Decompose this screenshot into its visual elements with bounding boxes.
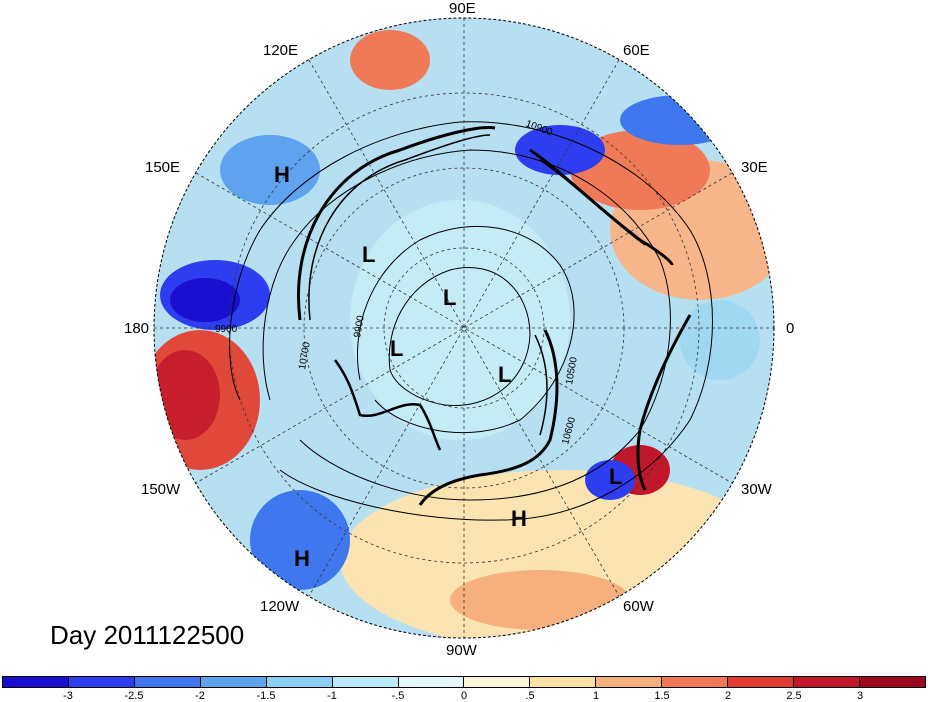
colorbar-tick-label: -2.5 — [124, 690, 144, 702]
colorbar-tick-label: 0 — [460, 690, 468, 702]
colorbar-tick-label: -1.5 — [256, 690, 276, 702]
colorbar-segment — [68, 677, 135, 687]
high-pressure-label: H — [294, 546, 310, 571]
lon-label-60w: 60W — [623, 598, 654, 615]
lon-label-60e: 60E — [623, 42, 650, 59]
colorbar-segment — [662, 677, 729, 687]
colorbar-tick-label: -3 — [63, 690, 73, 702]
lon-label-150w: 150W — [141, 481, 181, 498]
contour-label: 10700 — [297, 341, 313, 371]
date-label: Day 2011122500 — [50, 620, 245, 650]
map-graticule — [154, 18, 774, 638]
low-pressure-label: L — [498, 362, 511, 387]
colorbar-segment — [596, 677, 663, 687]
lon-label-120e: 120E — [263, 42, 299, 59]
high-pressure-label: H — [274, 162, 290, 187]
lon-label-30e: 30E — [741, 159, 768, 176]
colorbar-segment — [266, 677, 333, 687]
lon-label-150e: 150E — [145, 159, 181, 176]
contour-label: 9900 — [215, 324, 238, 335]
colorbar-tick-label: -2 — [195, 690, 205, 702]
lon-label-0: 0 — [786, 320, 795, 337]
colorbar-segment — [200, 677, 267, 687]
colorbar-segment — [464, 677, 531, 687]
colorbar — [2, 676, 926, 688]
colorbar-tick-label: 1.5 — [654, 690, 670, 702]
contour-label: 10500 — [564, 356, 580, 386]
contour-label: 9900 — [352, 314, 367, 338]
colorbar-segment — [794, 677, 860, 687]
colorbar-segment — [134, 677, 201, 687]
lon-label-90w: 90W — [446, 642, 477, 659]
lon-label-180: 180 — [124, 320, 150, 337]
pressure-centers: H L L L L H H L — [274, 162, 622, 571]
map-boundary — [153, 17, 775, 639]
colorbar-segment — [728, 677, 795, 687]
colorbar-segment — [332, 677, 399, 687]
high-pressure-label: H — [511, 506, 527, 531]
colorbar-tick-label: 2 — [724, 690, 732, 702]
colorbar-tick-label: 3 — [856, 690, 864, 702]
low-pressure-label: L — [443, 285, 456, 310]
colorbar-tick-label: .5 — [525, 690, 535, 702]
low-pressure-label: L — [362, 242, 375, 267]
colorbar-tick-label: 2.5 — [786, 690, 802, 702]
lon-label-30w: 30W — [741, 481, 772, 498]
lon-label-120w: 120W — [260, 598, 300, 615]
colorbar-tick-label: -1 — [327, 690, 337, 702]
colorbar-segment — [398, 677, 465, 687]
low-pressure-label: L — [609, 464, 622, 489]
colorbar-segment — [859, 677, 925, 687]
lon-label-90e: 90E — [449, 0, 476, 17]
low-pressure-label: L — [390, 336, 403, 361]
colorbar-segment — [530, 677, 597, 687]
jet-stream-contours — [229, 121, 713, 521]
colorbar-tick-label: -.5 — [391, 690, 405, 702]
colorbar-segment — [3, 677, 69, 687]
colorbar-tick-label: 1 — [592, 690, 600, 702]
